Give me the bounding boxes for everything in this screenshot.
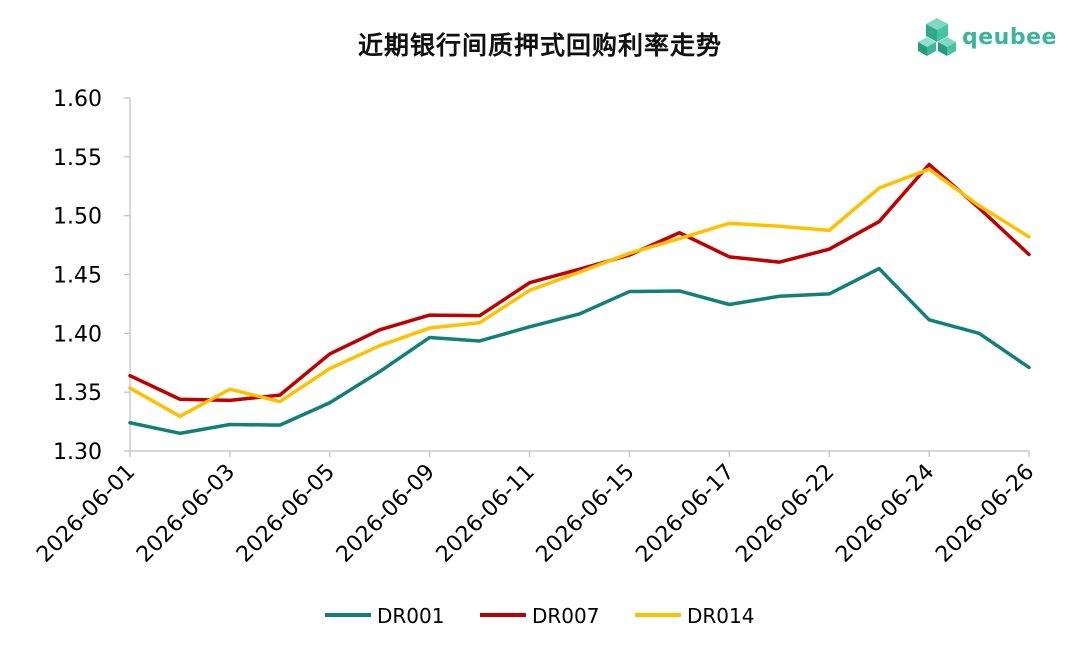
- y-tick-label: 1.45: [53, 264, 102, 289]
- legend-label-dr001: DR001: [377, 604, 444, 628]
- cube-cluster-icon: [918, 18, 956, 56]
- x-tick-label: 2026-06-24: [831, 460, 939, 568]
- y-tick-label: 1.30: [53, 440, 102, 465]
- y-tick-label: 1.40: [53, 322, 102, 347]
- series-line-dr001: [128, 266, 1031, 436]
- y-tick-label: 1.55: [53, 146, 102, 171]
- brand-logo: qeubee: [918, 14, 1058, 60]
- x-tick-label: 2026-06-22: [731, 460, 839, 568]
- x-tick-label: 2026-06-15: [532, 460, 640, 568]
- series-line-dr007: [128, 162, 1031, 403]
- x-tick-label: 2026-06-17: [631, 460, 739, 568]
- x-tick-label: 2026-06-09: [332, 460, 440, 568]
- brand-name: qeubee: [962, 24, 1057, 50]
- x-tick-label: 2026-06-26: [931, 460, 1039, 568]
- y-tick-label: 1.60: [53, 87, 102, 112]
- legend-label-dr014: DR014: [687, 604, 754, 628]
- x-tick-label: 2026-06-03: [132, 460, 240, 568]
- x-tick-label: 2026-06-05: [232, 460, 340, 568]
- y-tick-label: 1.50: [53, 205, 102, 230]
- x-tick-label: 2026-06-11: [432, 460, 540, 568]
- chart-title: 近期银行间质押式回购利率走势: [357, 31, 722, 60]
- series-line-dr014: [128, 167, 1031, 419]
- x-tick-label: 2026-06-01: [32, 460, 140, 568]
- y-tick-label: 1.35: [53, 381, 102, 406]
- legend-label-dr007: DR007: [532, 604, 599, 628]
